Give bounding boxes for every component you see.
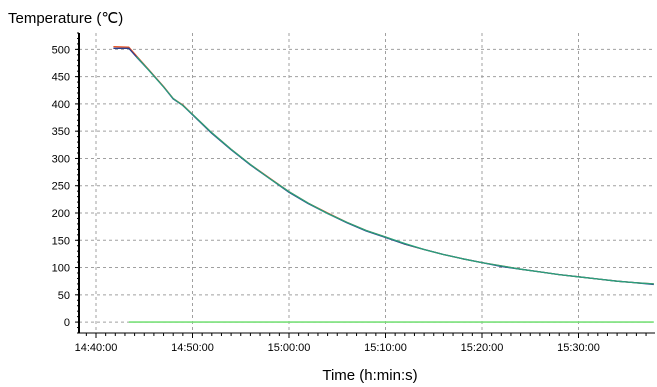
y-tick-label: 400: [52, 99, 70, 111]
y-tick-label: 250: [52, 181, 70, 193]
data-series: [113, 45, 654, 323]
chart-title: Temperature (℃): [8, 10, 123, 27]
x-tick-label: 14:50:00: [171, 342, 214, 354]
y-tick-label: 100: [52, 263, 70, 275]
y-tick-label: 350: [52, 126, 70, 138]
y-tick-label: 200: [52, 208, 70, 220]
series-line-3: [136, 56, 654, 285]
y-tick-label: 500: [52, 44, 70, 56]
y-tick-label: 300: [52, 153, 70, 165]
y-tick-label: 150: [52, 235, 70, 247]
x-axis-ticks: 14:40:00 14:50:00 15:00:00 15:10:00 15:20:00…: [75, 333, 647, 354]
x-tick-label: 14:40:00: [75, 342, 118, 354]
x-tick-label: 15:00:00: [268, 342, 311, 354]
y-tick-label: 50: [58, 290, 70, 302]
y-axis-ticks: 0 50 100 150 200 250 300 350 400 450 500: [52, 32, 79, 334]
y-tick-label: 0: [64, 317, 70, 329]
x-tick-label: 15:20:00: [461, 342, 504, 354]
grid-lines: [79, 33, 655, 333]
x-axis-label: Time (h:min:s): [322, 367, 417, 384]
y-tick-label: 450: [52, 72, 70, 84]
x-tick-label: 15:10:00: [364, 342, 407, 354]
x-tick-label: 15:30:00: [557, 342, 600, 354]
